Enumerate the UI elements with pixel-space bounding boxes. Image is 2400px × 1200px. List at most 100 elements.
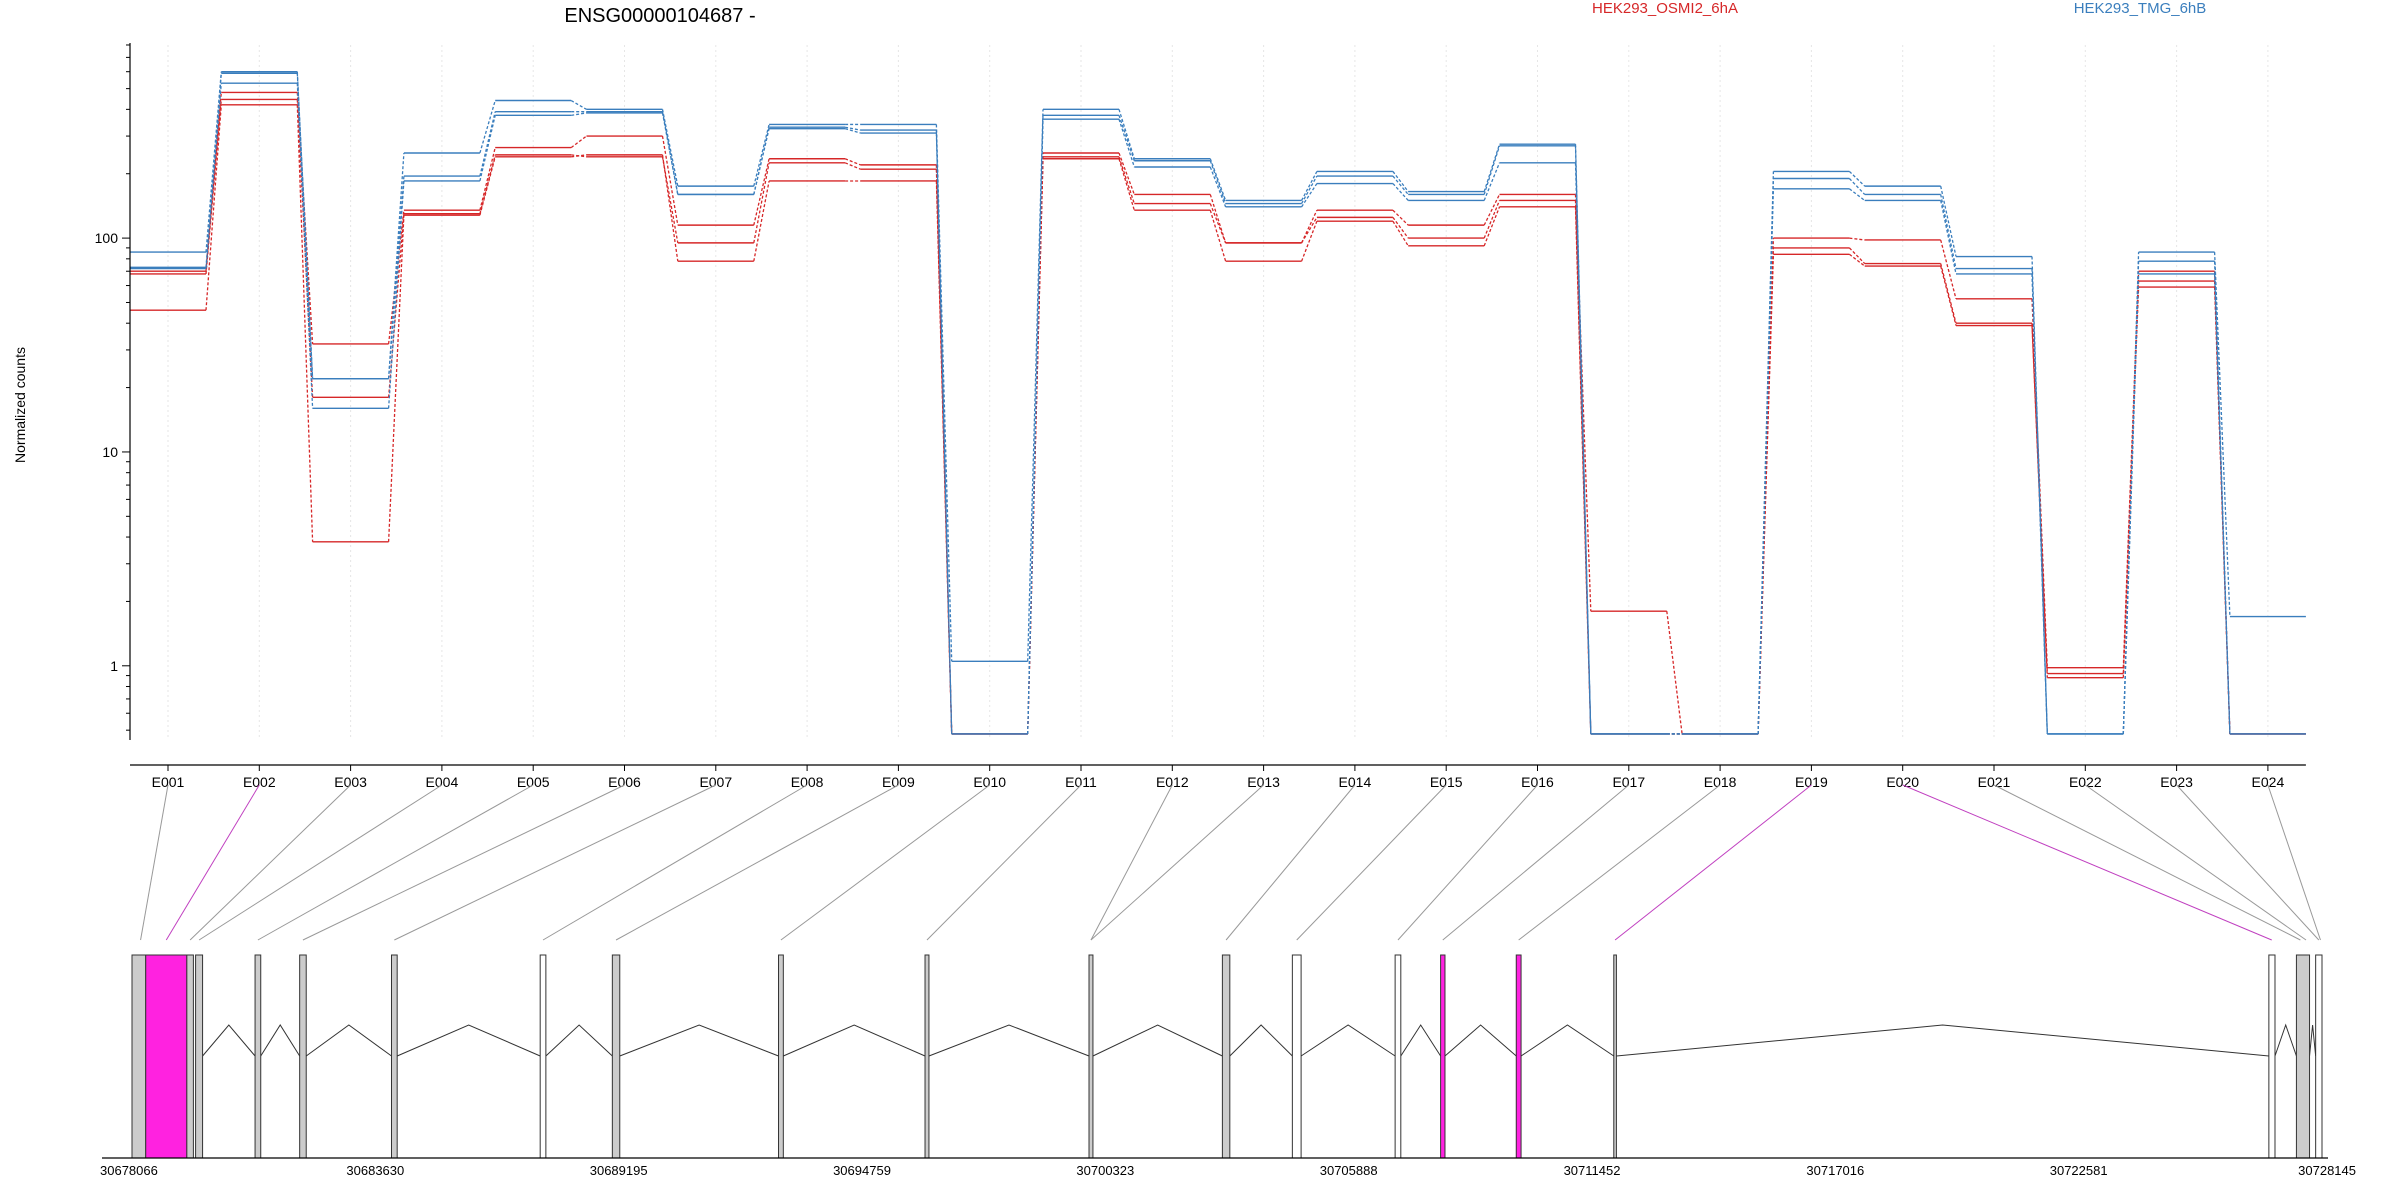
- series-A2-connector: [661, 156, 679, 243]
- coordinate-tick-label: 30705888: [1320, 1163, 1378, 1178]
- series-B3-connector: [2122, 273, 2140, 734]
- exon-label-e011: E011: [1065, 774, 1097, 790]
- series-A3-connector: [1392, 220, 1409, 247]
- series-A1-connector: [1849, 237, 1865, 241]
- exon-label-e008: E008: [791, 774, 824, 790]
- exon-block: [131, 954, 147, 1159]
- y-tick-label: 100: [95, 230, 119, 246]
- exon-label-e003: E003: [334, 774, 367, 790]
- exon-block: [1221, 954, 1231, 1159]
- intron-line: [928, 1024, 1090, 1057]
- series-B1-connector: [935, 124, 953, 662]
- series-A3-connector: [571, 154, 587, 158]
- series-A2-connector: [1392, 216, 1409, 239]
- series-B3-connector: [1940, 200, 1957, 275]
- intron-line: [1229, 1024, 1293, 1057]
- exon-label-e009: E009: [882, 774, 915, 790]
- exon-label-e010: E010: [973, 774, 1006, 790]
- series-B1-connector: [1209, 158, 1227, 201]
- series-A3-connector: [1849, 253, 1866, 267]
- highlighted-exon-block: [1440, 954, 1446, 1159]
- series-A1-connector: [1118, 152, 1135, 195]
- series-B3-connector: [387, 180, 405, 409]
- exon-label-e021: E021: [1978, 774, 2011, 790]
- coordinate-tick-label: 30689195: [590, 1163, 648, 1178]
- series-A2-connector: [1209, 203, 1227, 244]
- connector-e021: [1993, 784, 2301, 941]
- series-A3-connector: [1940, 265, 1957, 326]
- axes-layer: 1 10 100 E001 E002 E003 E004 E005 E006 E007 E008 E0…: [95, 43, 2306, 790]
- series-B2-connector: [844, 126, 861, 131]
- intron-line: [396, 1024, 541, 1057]
- connector-e008: [542, 784, 808, 941]
- series-A1-connector: [1940, 239, 1957, 299]
- series-A2-connector: [1848, 247, 1866, 265]
- series-B2-connector: [1118, 115, 1135, 161]
- connector-e003: [189, 784, 351, 941]
- series-B3-connector: [205, 83, 222, 269]
- exon-block: [2295, 954, 2311, 1159]
- series-B3-connector: [571, 112, 587, 116]
- series-B2-connector: [1483, 145, 1501, 195]
- intron-line: [545, 1024, 613, 1057]
- series-B2-connector: [1940, 194, 1957, 269]
- series-B2-connector: [387, 176, 405, 379]
- grid-layer: [167, 45, 2269, 740]
- y-tick-label: 1: [110, 658, 118, 674]
- series-B1-connector: [205, 71, 222, 253]
- series-B2-connector: [1209, 160, 1227, 204]
- series-A1-connector: [753, 158, 770, 226]
- series-B1-connector: [1483, 143, 1501, 192]
- series-B3-connector: [296, 83, 314, 409]
- series-A3-connector: [479, 156, 496, 216]
- intron-line: [1616, 1024, 2269, 1057]
- exon-label-e022: E022: [2069, 774, 2102, 790]
- series-A2-connector: [1483, 200, 1501, 239]
- exon-block: [539, 954, 547, 1159]
- exon-block: [2268, 954, 2276, 1159]
- connector-e012: [1090, 784, 1173, 941]
- highlighted-exon-block: [145, 954, 188, 1159]
- legend-entry-osmi2: HEK293_OSMI2_6hA: [1592, 0, 1738, 17]
- exon-block: [778, 954, 784, 1159]
- intron-line: [1444, 1024, 1517, 1057]
- series-B2-connector: [1848, 178, 1866, 195]
- series-B1-connector: [1940, 185, 1957, 257]
- intron-line: [1300, 1024, 1396, 1057]
- connector-e009: [615, 784, 899, 941]
- series-A2-connector: [844, 162, 861, 170]
- exon-label-e012: E012: [1156, 774, 1189, 790]
- intron-line: [202, 1024, 256, 1057]
- series-A3-connector: [1118, 158, 1135, 211]
- series-B1-connector: [479, 100, 496, 154]
- exon-block: [195, 954, 204, 1159]
- exon-label-e014: E014: [1339, 774, 1372, 790]
- series-A1-connector: [1574, 194, 1592, 612]
- series-A1-connector: [570, 135, 587, 149]
- connector-e020: [1902, 784, 2272, 941]
- legend-entry-tmg: HEK293_TMG_6hB: [2074, 0, 2207, 17]
- series-B3-connector: [479, 115, 496, 182]
- intron-line: [2309, 1024, 2317, 1057]
- intron-line: [619, 1024, 779, 1057]
- exon-block: [186, 954, 194, 1159]
- connector-e005: [257, 784, 534, 941]
- connector-e014: [1225, 784, 1356, 941]
- series-A3-connector: [205, 104, 222, 311]
- connector-e001: [140, 784, 169, 941]
- series-B2-connector: [2213, 261, 2231, 734]
- exon-block: [1394, 954, 1402, 1159]
- series-B2-connector: [1392, 175, 1409, 195]
- intron-line: [1092, 1024, 1223, 1057]
- connector-e019: [1614, 784, 1812, 941]
- series-lines-layer: [130, 70, 2306, 735]
- series-B1-connector: [753, 124, 770, 187]
- series-A1-connector: [661, 135, 679, 226]
- coordinate-tick-label: 30678066: [100, 1163, 158, 1178]
- exon-label-e006: E006: [608, 774, 641, 790]
- series-B3-connector: [1849, 188, 1866, 201]
- exon-label-e020: E020: [1886, 774, 1919, 790]
- series-B1-connector: [1848, 170, 1866, 187]
- exon-label-e005: E005: [517, 774, 550, 790]
- series-A2-connector: [1301, 217, 1318, 244]
